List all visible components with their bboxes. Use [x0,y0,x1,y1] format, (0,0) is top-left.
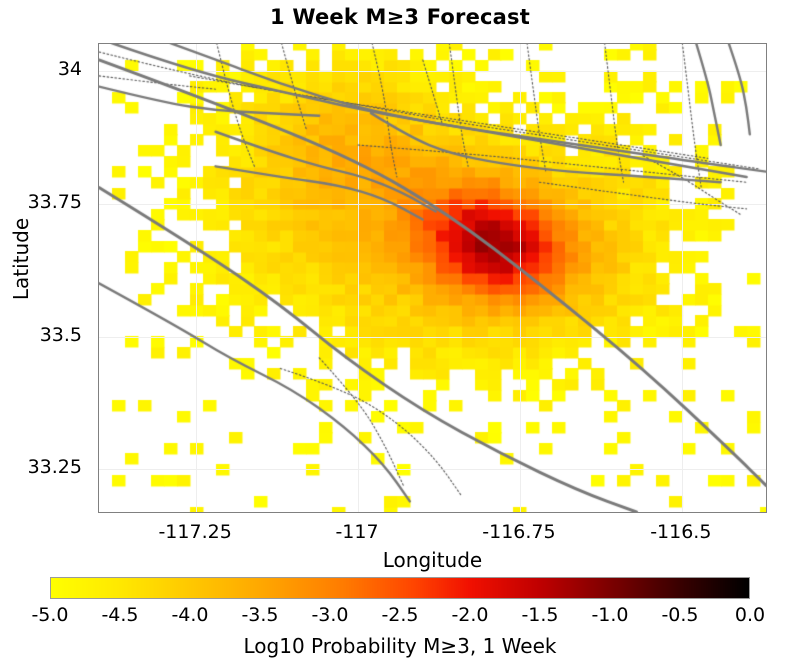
y-axis-tick-label: 33.75 [27,190,82,213]
colorbar-tick-label: -5.0 [31,604,69,626]
colorbar-tick-label: 0.0 [734,604,766,626]
colorbar-gradient [50,577,750,599]
x-axis-tick-label: -116.5 [650,521,712,543]
x-axis-tick-label: -117 [335,521,379,543]
colorbar-tick-label: -2.5 [381,604,419,626]
y-axis-label: Latitude [9,217,33,301]
y-axis-tick-label: 33.5 [39,323,82,346]
colorbar-tick-label: -4.5 [101,604,139,626]
colorbar-tick-label: -3.5 [241,604,279,626]
colorbar-tick-label: -1.5 [521,604,559,626]
colorbar-tick-label: -0.5 [661,604,699,626]
colorbar-tick-label: -3.0 [311,604,349,626]
map-plot-area [98,43,767,513]
page-title: 1 Week M≥3 Forecast [270,5,530,29]
colorbar-tick-label: -1.0 [591,604,629,626]
colorbar-tick-label: -4.0 [171,604,209,626]
colorbar [50,577,750,599]
y-axis-tick-label: 34 [57,57,82,80]
fault-and-boundary-overlay-canvas [99,44,766,512]
x-axis-label: Longitude [382,548,483,572]
colorbar-tick-label: -2.0 [451,604,489,626]
x-axis-tick-label: -116.75 [482,521,556,543]
colorbar-label: Log10 Probability M≥3, 1 Week [243,634,557,658]
y-axis-tick-label: 33.25 [27,456,82,479]
x-axis-tick-label: -117.25 [158,521,232,543]
